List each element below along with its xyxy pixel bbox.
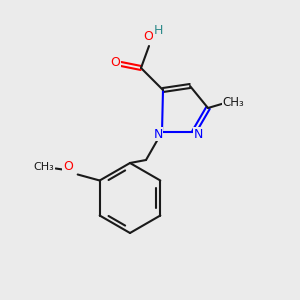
Text: O: O — [143, 31, 153, 44]
Text: N: N — [193, 128, 203, 140]
Text: N: N — [153, 128, 163, 140]
Text: O: O — [63, 160, 73, 173]
Text: CH₃: CH₃ — [33, 161, 54, 172]
Text: CH₃: CH₃ — [222, 97, 244, 110]
Text: O: O — [110, 56, 120, 68]
Text: H: H — [153, 23, 163, 37]
